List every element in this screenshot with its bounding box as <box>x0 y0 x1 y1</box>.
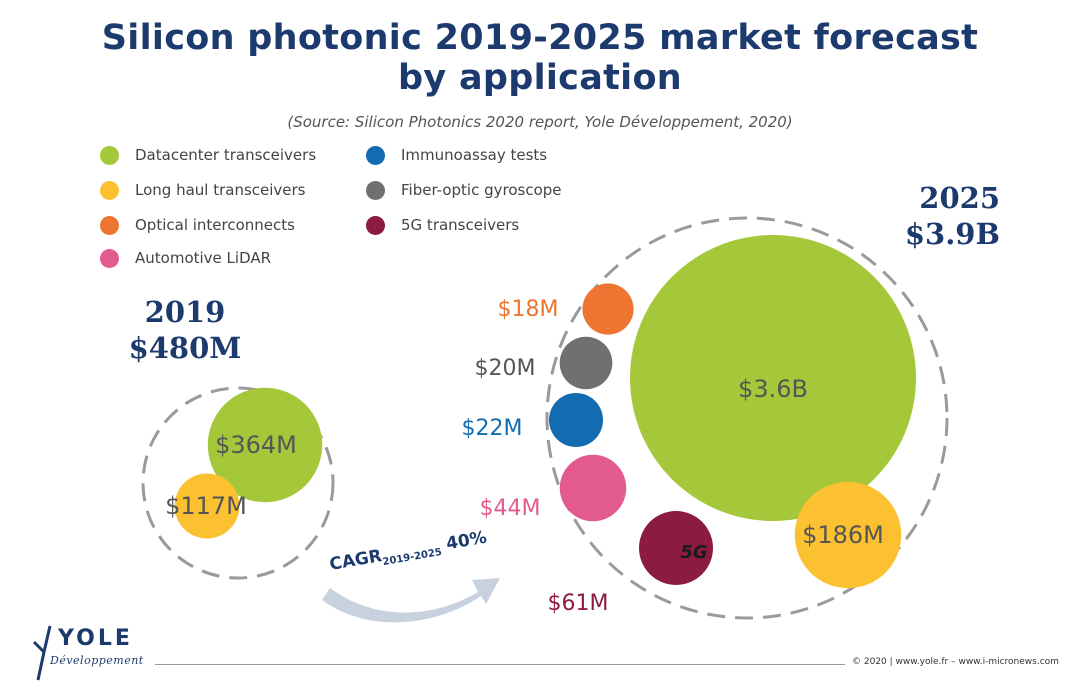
bubble-2025-datacenter-transceivers <box>630 235 916 521</box>
legend-swatch <box>100 248 119 268</box>
legend-label: Long haul transceivers <box>135 181 306 199</box>
legend-item: Immunoassay tests <box>366 144 547 166</box>
logo-name: YOLE <box>58 626 133 651</box>
total-2025: $3.9B <box>904 217 1000 251</box>
bubble-2025-optical-interconnects <box>582 283 634 335</box>
legend-swatch <box>100 145 119 165</box>
bubble-2025-immunoassay-tests <box>548 392 604 448</box>
title-line-1: Silicon photonic 2019-2025 market foreca… <box>101 18 979 58</box>
yole-logo: YOLE Développement <box>28 622 158 682</box>
legend-label: Optical interconnects <box>135 216 295 234</box>
yole-logo-icon <box>32 625 52 681</box>
bubble-2025-5g-transceivers <box>639 511 713 585</box>
legend-item: Datacenter transceivers <box>100 144 316 166</box>
chart-source: (Source: Silicon Photonics 2020 report, … <box>287 113 793 131</box>
year-2019: 2019 <box>144 295 226 329</box>
legend-item: Fiber-optic gyroscope <box>366 179 562 201</box>
value-label-2025-long-haul-transceivers: $186M <box>802 521 884 549</box>
legend-item: Optical interconnects <box>100 214 295 236</box>
value-label-2025-datacenter-transceivers: $3.6B <box>738 375 808 403</box>
value-label-2019-datacenter-transceivers: $364M <box>215 431 297 459</box>
fiveg-emblem-icon: 5G <box>680 542 707 563</box>
value-label-2019-long-haul-transceivers: $117M <box>165 492 247 520</box>
legend-label: Immunoassay tests <box>401 146 548 164</box>
legend-swatch <box>100 215 119 235</box>
bubble-2025-fiber-optic-gyroscope <box>559 336 613 390</box>
year-2025-label: 2025 $3.9B <box>850 180 1000 252</box>
legend-swatch <box>366 180 385 200</box>
growth-arrow <box>322 578 500 623</box>
legend-label: Datacenter transceivers <box>135 146 317 164</box>
legend-item: Automotive LiDAR <box>100 247 271 269</box>
chart-title: Silicon photonic 2019-2025 market foreca… <box>0 18 1080 98</box>
legend-swatch <box>100 180 119 200</box>
total-2019: $480M <box>128 331 242 365</box>
legend-item: Long haul transceivers <box>100 179 306 201</box>
bubble-2019-datacenter-transceivers <box>207 387 323 503</box>
value-label-2025-immunoassay-tests: $22M <box>462 416 523 441</box>
year-2025: 2025 <box>919 181 1000 215</box>
value-label-2025-optical-interconnects: $18M <box>498 297 559 322</box>
group-outline-2025 <box>545 216 949 620</box>
title-line-2: by application <box>397 58 683 98</box>
legend-label: Fiber-optic gyroscope <box>401 181 562 199</box>
legend-label: 5G transceivers <box>401 216 520 234</box>
bubble-2025-automotive-lidar <box>559 454 627 522</box>
logo-subtitle: Développement <box>50 654 144 667</box>
group-outline-2019 <box>141 386 335 580</box>
bubble-2025-long-haul-transceivers <box>794 481 902 589</box>
legend-swatch <box>366 215 385 235</box>
value-label-2025-fiber-optic-gyroscope: $20M <box>475 356 536 381</box>
footer-divider <box>155 664 845 665</box>
footer-credits: © 2020 | www.yole.fr – www.i-micronews.c… <box>852 657 1059 667</box>
value-label-2025-automotive-lidar: $44M <box>480 496 541 521</box>
year-2019-label: 2019 $480M <box>105 294 265 366</box>
bubble-2019-long-haul-transceivers <box>174 473 240 539</box>
value-label-2025-5g-transceivers: $61M <box>548 591 609 616</box>
legend-label: Automotive LiDAR <box>135 249 272 267</box>
legend-item: 5G transceivers <box>366 214 519 236</box>
legend-swatch <box>366 145 385 165</box>
